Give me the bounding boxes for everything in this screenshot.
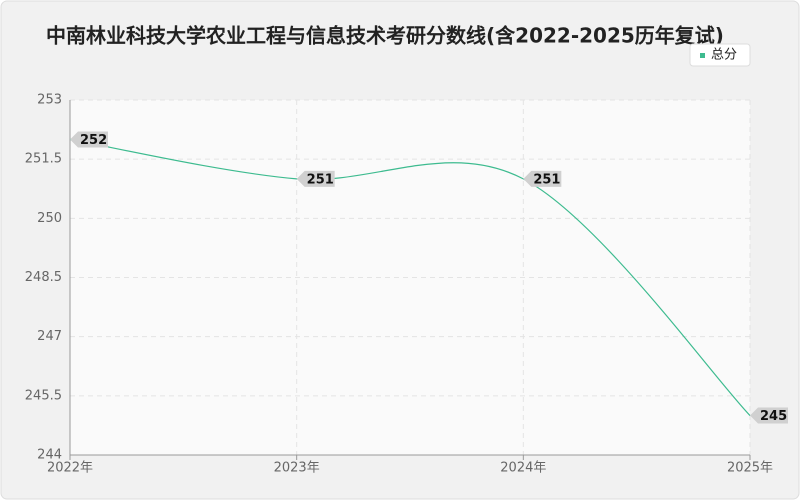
chart-title: 中南林业科技大学农业工程与信息技术考研分数线(含2022-2025历年复试) <box>46 24 724 48</box>
data-label-box <box>750 407 788 424</box>
y-tick-label: 244 <box>37 448 62 463</box>
line <box>69 138 751 416</box>
legend-swatch <box>700 53 705 58</box>
x-tick-label: 2023年 <box>274 461 320 476</box>
y-tick-label: 245.5 <box>25 388 62 403</box>
data-label: 251 <box>307 172 334 187</box>
data-label-box <box>70 131 108 148</box>
legend-box <box>689 43 751 67</box>
data-label-box <box>296 170 335 187</box>
y-tick-label: 250 <box>37 211 62 226</box>
x-tick-label: 2025年 <box>727 461 773 476</box>
data-label-box <box>523 170 562 187</box>
data-label: 252 <box>80 133 107 148</box>
plot-area <box>70 100 750 455</box>
data-label: 245 <box>760 409 787 424</box>
y-tick-label: 247 <box>37 329 62 344</box>
x-tick-label: 2022年 <box>47 461 93 476</box>
y-tick-label: 251.5 <box>25 152 62 167</box>
y-tick-label: 248.5 <box>25 270 62 285</box>
legend-label: 总分 <box>711 48 737 63</box>
y-tick-label: 253 <box>37 93 62 108</box>
x-tick-label: 2024年 <box>500 461 546 476</box>
data-label: 251 <box>533 172 560 187</box>
